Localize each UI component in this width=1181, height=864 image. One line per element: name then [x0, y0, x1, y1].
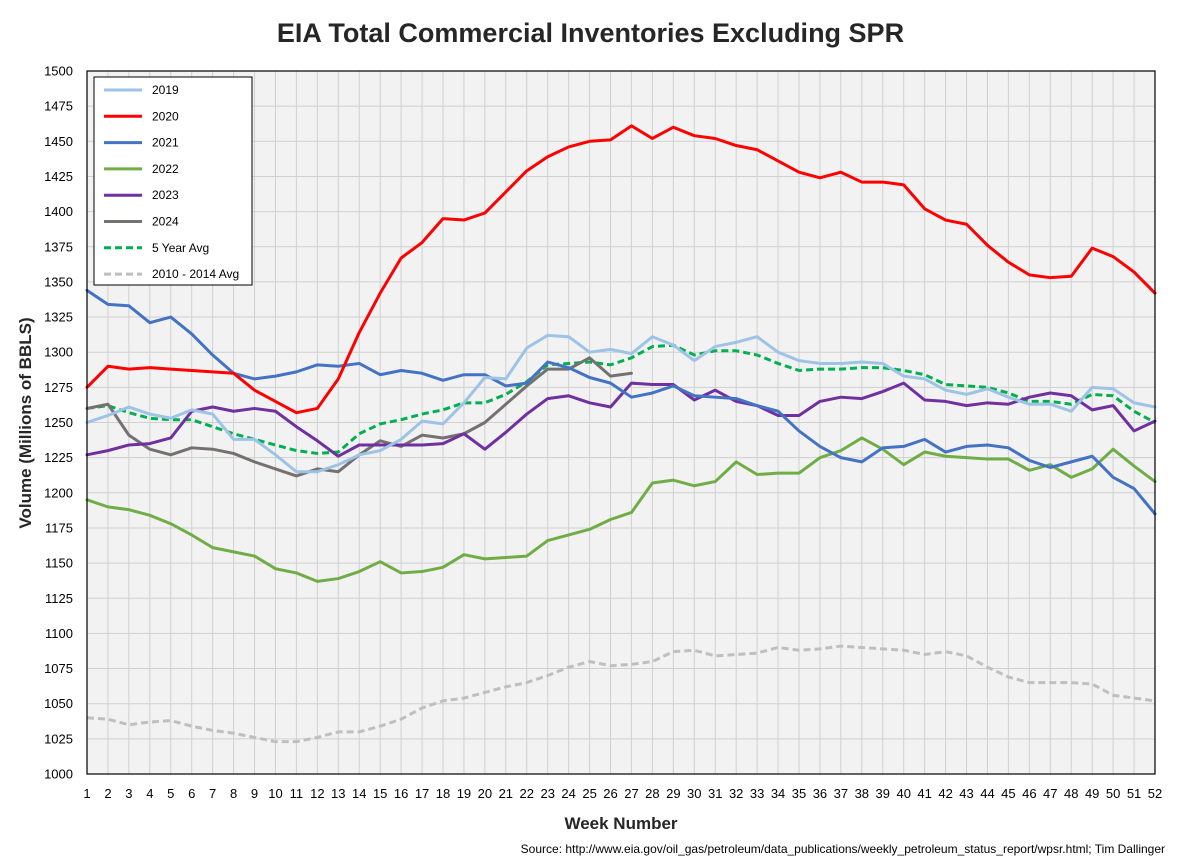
x-tick-label: 36 [813, 786, 827, 801]
x-tick-label: 29 [666, 786, 680, 801]
legend-label-5-year-avg: 5 Year Avg [152, 241, 209, 255]
x-tick-label: 10 [268, 786, 282, 801]
series-line-2019 [85, 333, 1157, 474]
y-tick-label: 1000 [44, 767, 73, 782]
x-tick-label: 31 [708, 786, 722, 801]
legend-label-2022: 2022 [152, 162, 179, 176]
x-tick-label: 2 [104, 786, 111, 801]
series-line-2010-2014-avg [86, 644, 1156, 744]
series-lines [85, 124, 1157, 744]
x-tick-label: 15 [373, 786, 387, 801]
chart-title: EIA Total Commercial Inventories Excludi… [276, 18, 905, 48]
plot-border [86, 70, 1156, 775]
x-tick-label: 13 [331, 786, 345, 801]
x-tick-label: 34 [771, 786, 785, 801]
x-tick-label: 39 [876, 786, 890, 801]
legend-label-2020: 2020 [152, 109, 179, 123]
x-tick-label: 48 [1064, 786, 1078, 801]
y-tick-label: 1250 [44, 415, 73, 430]
y-tick-label: 1475 [44, 99, 73, 114]
legend-label-2019: 2019 [152, 83, 179, 97]
x-tick-label: 28 [645, 786, 659, 801]
x-tick-label: 50 [1106, 786, 1120, 801]
y-tick-label: 1050 [44, 696, 73, 711]
y-tick-label: 1025 [44, 731, 73, 746]
x-tick-label: 24 [561, 786, 575, 801]
y-tick-label: 1425 [44, 169, 73, 184]
y-tick-label: 1225 [44, 450, 73, 465]
x-tick-label: 21 [499, 786, 513, 801]
x-tick-label: 3 [125, 786, 132, 801]
x-tick-label: 43 [959, 786, 973, 801]
y-tick-label: 1450 [44, 134, 73, 149]
x-tick-label: 19 [457, 786, 471, 801]
x-tick-label: 47 [1043, 786, 1057, 801]
x-tick-label: 4 [146, 786, 153, 801]
legend-label-2010-2014-avg: 2010 - 2014 Avg [152, 267, 239, 281]
y-tick-label: 1200 [44, 485, 73, 500]
x-tick-label: 37 [834, 786, 848, 801]
x-tick-label: 7 [209, 786, 216, 801]
x-tick-label: 32 [729, 786, 743, 801]
x-tick-label: 46 [1022, 786, 1036, 801]
y-tick-label: 1175 [45, 520, 73, 535]
x-tick-label: 45 [1001, 786, 1015, 801]
x-tick-label: 52 [1148, 786, 1162, 801]
series-line-2020 [85, 124, 1157, 415]
y-tick-label: 1125 [45, 591, 73, 606]
x-tick-label: 30 [687, 786, 701, 801]
x-axis-ticks: 1 2 3 4 5 6 7 8 9 10 11 12 13 14 15 16 17 18 19 20 21 22 23 24 2… [83, 786, 1162, 801]
x-tick-label: 49 [1085, 786, 1099, 801]
y-tick-label: 1075 [44, 661, 73, 676]
series-line-2021 [85, 288, 1157, 516]
x-tick-label: 51 [1127, 786, 1141, 801]
x-tick-label: 22 [520, 786, 534, 801]
series-line-2023 [85, 381, 1157, 458]
x-tick-label: 26 [603, 786, 617, 801]
x-tick-label: 42 [938, 786, 952, 801]
x-tick-label: 11 [290, 786, 304, 801]
legend-label-2024: 2024 [152, 215, 179, 229]
x-tick-label: 5 [167, 786, 174, 801]
x-tick-label: 27 [624, 786, 638, 801]
y-tick-label: 1325 [44, 310, 73, 325]
x-tick-label: 6 [188, 786, 195, 801]
y-tick-label: 1275 [44, 380, 73, 395]
x-tick-label: 9 [251, 786, 258, 801]
y-tick-label: 1150 [45, 556, 73, 571]
x-tick-label: 40 [896, 786, 910, 801]
y-axis-label: Volume (Millions of BBLS) [16, 317, 35, 528]
x-tick-label: 1 [83, 786, 90, 801]
x-tick-label: 41 [917, 786, 931, 801]
x-tick-label: 17 [415, 786, 429, 801]
y-tick-label: 1375 [44, 239, 73, 254]
x-tick-label: 23 [540, 786, 554, 801]
series-line-5-year-avg [86, 343, 1156, 455]
x-tick-label: 44 [980, 786, 994, 801]
source-note: Source: http://www.eia.gov/oil_gas/petro… [520, 842, 1165, 856]
x-tick-label: 38 [855, 786, 869, 801]
y-tick-label: 1350 [44, 274, 73, 289]
x-tick-label: 12 [310, 786, 324, 801]
x-tick-label: 18 [436, 786, 450, 801]
y-axis-ticks: 1000 1025 1050 1075 1100 1125 1150 1175 1200 1225… [44, 64, 73, 782]
legend-box [93, 76, 253, 286]
x-tick-label: 20 [478, 786, 492, 801]
y-tick-label: 1500 [44, 64, 73, 79]
x-tick-label: 33 [750, 786, 764, 801]
x-tick-label: 25 [582, 786, 596, 801]
x-axis-label: Week Number [564, 814, 677, 833]
legend-label-2021: 2021 [152, 136, 179, 150]
y-tick-label: 1100 [45, 626, 73, 641]
series-line-2022 [85, 436, 1157, 583]
y-tick-label: 1400 [44, 204, 73, 219]
y-tick-label: 1300 [44, 345, 73, 360]
x-tick-label: 8 [230, 786, 237, 801]
x-tick-label: 16 [394, 786, 408, 801]
x-tick-label: 35 [792, 786, 806, 801]
legend-label-2023: 2023 [152, 188, 179, 202]
x-tick-label: 14 [352, 786, 366, 801]
legend: 2019 2020 2021 2022 2023 2024 5 Year Avg 2010 -… [93, 76, 253, 286]
